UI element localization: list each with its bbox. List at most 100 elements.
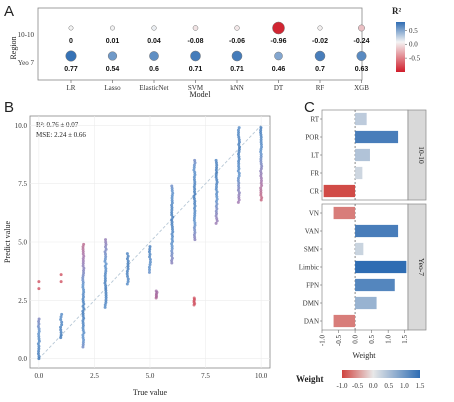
panel-b-point bbox=[259, 198, 263, 202]
panel-b-point bbox=[171, 215, 175, 219]
panel-b-point bbox=[81, 345, 85, 349]
panel-b-point bbox=[126, 279, 130, 283]
panel-b-point bbox=[259, 128, 263, 132]
panel-b-point bbox=[259, 193, 263, 197]
panel-a-dot bbox=[68, 25, 74, 31]
panel-b-point bbox=[170, 251, 174, 255]
panel-b-point bbox=[81, 276, 85, 280]
panel-b-point bbox=[259, 186, 263, 190]
panel-b-point bbox=[236, 176, 240, 180]
panel-b-point bbox=[215, 178, 219, 182]
panel-b-point bbox=[104, 301, 108, 304]
panel-b-point bbox=[236, 188, 240, 192]
panel-b-point bbox=[259, 138, 263, 142]
panel-b-point bbox=[192, 216, 196, 220]
panel-b-point bbox=[237, 183, 241, 187]
panel-a-legend-title: R² bbox=[392, 6, 401, 16]
panel-b-point bbox=[104, 286, 108, 290]
panel-b-point bbox=[81, 312, 85, 316]
panel-b-point bbox=[82, 338, 86, 342]
panel-b-point bbox=[260, 164, 264, 168]
panel-b-point bbox=[81, 340, 85, 344]
panel-b-point bbox=[214, 168, 218, 172]
panel-b-point bbox=[193, 158, 197, 162]
panel-a-value-label: -0.96 bbox=[271, 38, 287, 45]
panel-b-point bbox=[37, 357, 41, 361]
panel-b-point bbox=[214, 214, 218, 218]
panel-b-point bbox=[104, 291, 108, 295]
panel-b-outlier-point bbox=[37, 287, 41, 291]
panel-b-point bbox=[214, 209, 218, 213]
panel-b-point bbox=[82, 254, 86, 258]
panel-b-point bbox=[237, 174, 241, 178]
panel-b-point bbox=[82, 288, 86, 292]
panel-b-point bbox=[81, 326, 85, 330]
panel-b-point bbox=[237, 143, 241, 147]
panel-a-value-label: 0.63 bbox=[355, 66, 369, 73]
panel-b-point bbox=[103, 281, 107, 285]
panel-c-bar bbox=[355, 224, 399, 238]
panel-b-point bbox=[170, 261, 174, 265]
panel-b-ylabel: Predict value bbox=[3, 221, 12, 263]
panel-c-category-label: SMN bbox=[304, 246, 319, 254]
panel-b-point bbox=[193, 214, 197, 218]
panel-a-dot bbox=[190, 50, 201, 62]
panel-b-point bbox=[215, 163, 219, 167]
panel-b-xtick-label: 2.5 bbox=[90, 372, 99, 380]
panel-b-point bbox=[260, 184, 264, 188]
panel-b-point bbox=[170, 184, 174, 188]
panel-c-legend: Weight -1.0 -0.5 0.0 0.5 1.0 1.5 bbox=[296, 370, 425, 390]
panel-b-point bbox=[81, 343, 85, 347]
panel-b-point bbox=[215, 202, 219, 206]
panel-c-category-label: LT bbox=[311, 152, 320, 160]
panel-b-point bbox=[81, 309, 85, 313]
panel-b-point bbox=[125, 252, 129, 256]
panel-a-value-label: 0.54 bbox=[106, 66, 120, 73]
panel-b-point bbox=[214, 185, 218, 189]
panel-a-value-label: 0.01 bbox=[106, 38, 120, 45]
panel-b-ytick-label: 0.0 bbox=[18, 355, 27, 363]
panel-b-point bbox=[170, 247, 174, 251]
panel-b-point bbox=[37, 339, 41, 343]
panel-b-point bbox=[37, 349, 41, 353]
panel-b-xtick-label: 7.5 bbox=[201, 372, 210, 380]
panel-b-point bbox=[237, 130, 241, 134]
panel-b-point bbox=[82, 266, 86, 270]
panel-c-category-label: DMN bbox=[303, 300, 319, 308]
panel-b-point bbox=[126, 264, 130, 268]
panel-b-point bbox=[148, 263, 152, 267]
panel-b-point bbox=[192, 194, 196, 198]
panel-b-xtick-label: 0.0 bbox=[35, 372, 44, 380]
panel-a-legend-tick-label: 0.5 bbox=[409, 27, 418, 35]
panel-b-point bbox=[193, 221, 197, 225]
panel-b-point bbox=[103, 250, 107, 254]
panel-b-point bbox=[59, 315, 63, 319]
panel-b-point bbox=[37, 327, 41, 331]
panel-b-point bbox=[236, 179, 240, 183]
panel-b-point bbox=[237, 157, 241, 161]
panel-b-point bbox=[126, 274, 129, 278]
panel-b-point bbox=[81, 297, 85, 301]
panel-b-point bbox=[104, 245, 107, 249]
panel-a-row-label: Yeo 7 bbox=[18, 59, 35, 67]
panel-b-point bbox=[82, 269, 86, 273]
panel-b-point bbox=[170, 198, 174, 202]
panel-c-facet-strip bbox=[407, 203, 427, 331]
panel-b-point bbox=[192, 185, 196, 189]
panel-b-point bbox=[170, 194, 174, 198]
panel-b-point bbox=[259, 157, 263, 161]
panel-b-point bbox=[37, 332, 41, 336]
panel-b-point bbox=[170, 208, 174, 212]
panel-b-point bbox=[82, 316, 86, 320]
panel-b-point bbox=[192, 163, 196, 167]
panel-b-point bbox=[104, 288, 108, 292]
panel-b-point bbox=[237, 198, 241, 202]
panel-a-xtick-label: kNN bbox=[230, 84, 244, 92]
panel-b-ytick-label: 7.5 bbox=[18, 180, 27, 188]
panel-c-category-label: VAN bbox=[305, 228, 319, 236]
panel-b-point bbox=[36, 352, 40, 356]
panel-b-point bbox=[170, 244, 174, 248]
panel-b-point bbox=[104, 247, 108, 251]
panel-b-point bbox=[37, 317, 41, 321]
